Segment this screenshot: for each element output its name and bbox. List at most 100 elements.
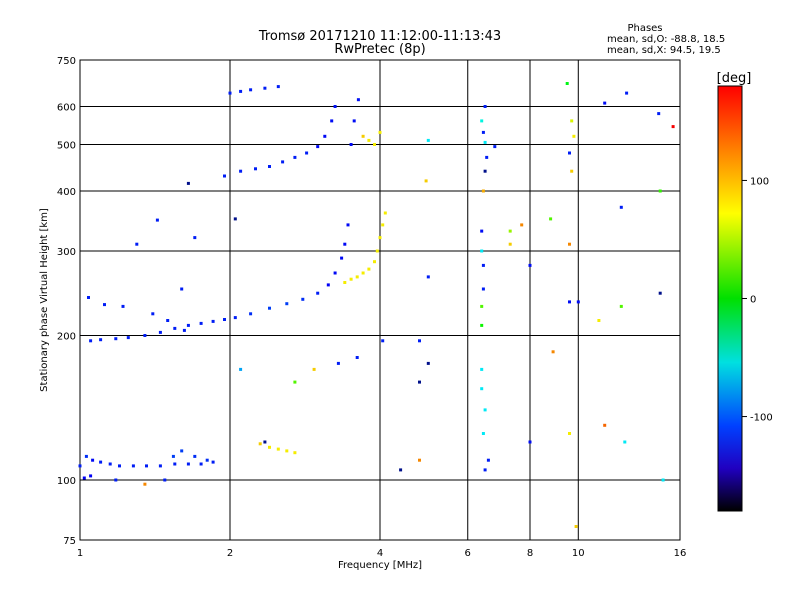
colorbar-unit-label: [deg] <box>717 71 752 86</box>
data-point <box>158 330 162 334</box>
data-point <box>143 334 147 337</box>
data-point <box>312 367 316 371</box>
data-point <box>239 169 243 173</box>
data-point <box>485 155 489 159</box>
data-point <box>126 336 130 340</box>
data-point <box>211 319 215 323</box>
data-point <box>375 249 379 253</box>
data-point <box>199 462 203 466</box>
data-point <box>87 296 90 299</box>
data-point <box>285 302 289 306</box>
data-point <box>625 91 629 95</box>
data-point <box>346 223 350 227</box>
data-point <box>263 440 267 444</box>
data-point <box>323 134 327 138</box>
data-point <box>158 464 162 468</box>
data-point <box>493 145 497 149</box>
data-point <box>193 454 197 458</box>
data-point <box>143 482 147 486</box>
data-point <box>268 306 271 310</box>
data-point <box>89 339 93 343</box>
data-point <box>186 462 190 466</box>
data-point <box>285 449 289 453</box>
data-point <box>426 138 430 142</box>
data-point <box>349 277 353 281</box>
data-point <box>418 458 421 462</box>
data-point <box>131 464 135 468</box>
data-point <box>263 86 267 90</box>
data-point <box>223 318 226 321</box>
colorbar <box>717 85 743 512</box>
plot-grid <box>80 60 680 540</box>
data-point <box>173 326 177 330</box>
data-point <box>223 174 226 178</box>
data-point <box>239 89 243 93</box>
data-point <box>336 361 340 365</box>
data-point <box>268 445 271 449</box>
data-point <box>199 321 203 325</box>
data-point <box>603 101 607 105</box>
phases-x-mode: mean, sd,X: 94.5, 19.5 <box>607 45 721 56</box>
data-point <box>481 263 485 267</box>
data-point <box>333 105 337 108</box>
y-tick-label: 750 <box>57 56 76 67</box>
colorbar-tick-labels: 100 0 -100 <box>742 176 773 424</box>
data-point <box>82 476 86 480</box>
data-point <box>108 462 112 466</box>
data-point <box>619 205 623 209</box>
data-point <box>268 165 271 168</box>
data-point <box>418 339 421 343</box>
data-point <box>528 440 532 444</box>
data-point <box>352 119 356 123</box>
data-point <box>551 350 555 354</box>
data-point <box>155 218 159 222</box>
data-point <box>483 408 487 412</box>
data-point <box>316 145 320 149</box>
plot-frame <box>79 59 681 541</box>
x-tick-labels: 1 2 4 6 8 10 16 <box>77 548 687 559</box>
colorbar-tick-label: 100 <box>750 176 769 187</box>
data-point <box>316 291 320 295</box>
data-point <box>483 468 487 472</box>
data-point <box>572 134 576 138</box>
chart-title-line1: Tromsø 20171210 11:12:00-11:13:43 <box>258 29 501 44</box>
x-axis-label: Frequency [MHz] <box>338 560 422 571</box>
data-point <box>276 447 280 451</box>
y-tick-label: 500 <box>57 141 76 152</box>
y-tick-label: 200 <box>57 332 76 343</box>
data-point <box>166 319 170 322</box>
data-point <box>233 316 237 320</box>
data-point <box>486 458 490 462</box>
data-point <box>481 189 485 193</box>
data-point <box>661 478 665 482</box>
data-point <box>211 460 215 464</box>
y-tick-label: 300 <box>57 247 76 258</box>
data-point <box>568 300 571 304</box>
data-point <box>135 242 139 246</box>
data-point <box>568 242 571 246</box>
data-point <box>193 236 197 240</box>
y-tick-label: 600 <box>57 103 76 114</box>
data-point <box>173 462 177 466</box>
data-point <box>480 119 484 123</box>
data-point <box>480 323 484 327</box>
data-point <box>84 454 88 458</box>
data-point <box>78 464 82 468</box>
data-point <box>657 112 661 116</box>
data-point <box>305 151 309 155</box>
data-point <box>568 432 571 435</box>
data-point <box>355 356 359 359</box>
y-tick-labels: 75 100 200 300 400 500 600 750 <box>57 56 76 547</box>
data-point <box>301 297 305 301</box>
data-point <box>481 432 485 435</box>
data-point <box>483 140 487 144</box>
data-point <box>114 337 118 341</box>
data-point <box>483 105 487 108</box>
data-point <box>418 380 421 384</box>
data-point <box>597 319 601 322</box>
data-point <box>89 474 93 478</box>
data-point <box>233 217 237 221</box>
data-point <box>91 458 95 462</box>
data-point <box>378 130 382 134</box>
data-point <box>276 85 280 89</box>
